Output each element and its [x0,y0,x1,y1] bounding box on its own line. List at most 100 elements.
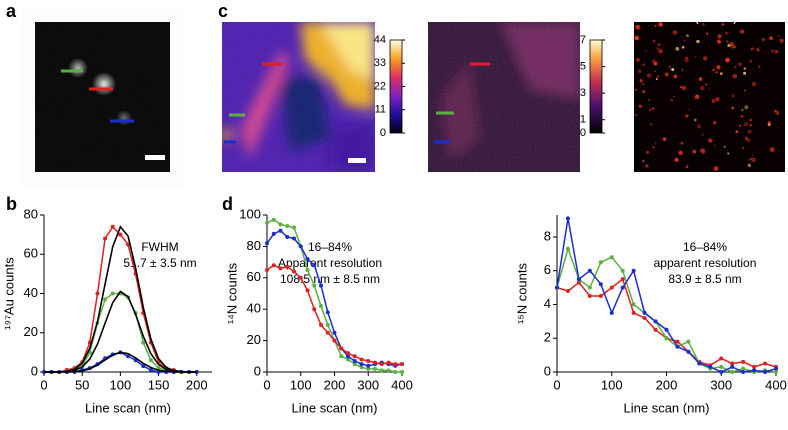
y-axis-label: ¹⁵N counts [514,262,529,324]
spot [712,68,715,72]
x-tick-label: 400 [765,377,787,392]
data-point [642,315,647,320]
data-point [352,362,357,367]
data-point [148,368,153,373]
spot [749,60,753,63]
data-point [642,310,647,315]
spot [699,147,705,153]
colorbar-tick-label: 22 [374,80,386,92]
data-point [292,269,296,274]
spot [639,79,643,83]
spot [692,149,697,154]
data-point [103,297,108,302]
data-point [319,322,323,327]
spot [638,104,642,108]
data-point [653,327,658,332]
y-tick-label: 6 [544,262,551,277]
spot [672,30,678,35]
spot [705,83,708,86]
series-line [556,277,777,368]
spot [726,40,729,43]
panel-label: b [6,194,17,214]
spot [672,95,675,98]
x-tick-label: 100 [601,377,623,392]
data-point [298,244,303,249]
spot [645,164,649,168]
data-point [631,268,636,273]
data-point [555,285,559,290]
spot [650,122,653,126]
spot [739,29,745,34]
panel-label: a [6,1,17,21]
data-point [730,361,735,366]
spot [744,105,749,110]
spot [738,124,741,127]
spot [701,133,704,136]
image-title: Bassoon (STED) [640,9,738,24]
data-point [352,359,357,364]
data-point [141,340,146,345]
image-bassoon [634,22,785,172]
data-point [675,339,680,344]
y-tick-label: 40 [247,301,261,316]
data-point [359,362,364,367]
spot [715,97,720,102]
x-tick-label: 100 [290,377,312,392]
annotation: 16–84% [683,240,727,254]
spot [635,114,638,117]
data-point [359,365,364,370]
x-tick-label: 300 [710,377,732,392]
spot [746,138,751,143]
data-point [400,362,404,367]
spot [664,72,669,77]
spot [685,165,689,169]
spot [775,111,780,115]
annotation: 83.9 ± 8.5 nm [668,272,741,286]
data-point [620,268,625,273]
colorbar-tick-label: 7 [580,34,586,46]
spot [684,57,689,63]
spot [671,68,675,71]
data-point [730,364,735,369]
panel-label: c [218,1,228,21]
data-point [312,283,317,288]
spot [648,109,651,112]
y-tick-label: 0 [254,363,261,378]
data-point [352,354,357,359]
data-point [118,232,123,237]
spot [662,137,667,141]
x-tick-label: 300 [357,377,379,392]
data-point [675,344,680,349]
y-axis-label: ¹⁹⁷Au counts [1,257,16,330]
data-point [620,285,625,290]
spot [731,93,735,98]
data-point [325,310,330,315]
spot [686,34,689,37]
image-14n [222,22,375,172]
spot [769,36,773,40]
y-tick-label: 60 [24,246,38,261]
spot [713,166,719,171]
x-tick-label: 0 [553,377,560,392]
x-tick-label: 400 [391,377,413,392]
y-tick-label: 80 [24,206,38,221]
x-axis-label: Line scan (nm) [624,400,710,415]
spot [732,73,738,79]
spot [744,89,746,92]
spot [658,48,663,54]
spot [751,157,756,163]
spot [635,25,641,30]
spot [731,106,735,110]
spot [735,130,739,134]
spot [743,122,748,127]
series-line [44,290,197,373]
spot [651,107,655,111]
data-point [609,310,614,315]
spot [727,43,731,47]
spot [726,59,729,63]
data-point [774,370,778,374]
spot [654,70,656,73]
data-point [285,264,290,269]
data-point [598,260,603,265]
